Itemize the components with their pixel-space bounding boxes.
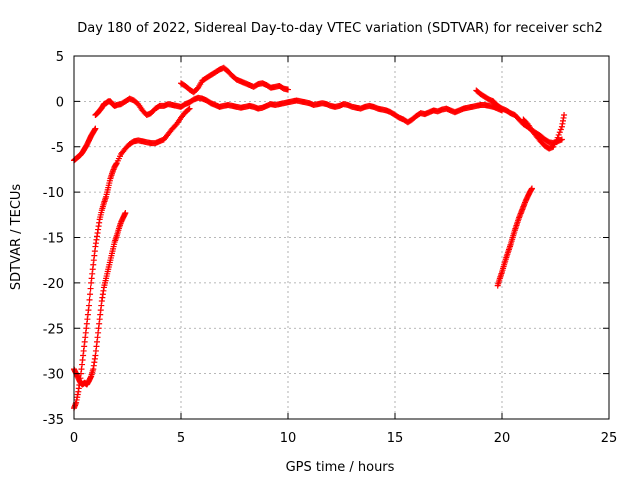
data-point-arc-2 xyxy=(86,296,93,303)
x-tick-label: 0 xyxy=(70,431,78,446)
grid xyxy=(74,56,609,419)
x-axis-label: GPS time / hours xyxy=(286,460,395,475)
data-point-arc-5 xyxy=(285,86,291,93)
data-point-arc-8 xyxy=(528,185,535,192)
x-tick-label: 10 xyxy=(280,431,297,446)
y-tick-label: -5 xyxy=(51,141,64,156)
y-tick-label: -20 xyxy=(43,277,64,292)
x-tick-label: 20 xyxy=(494,431,511,446)
chart-title: Day 180 of 2022, Sidereal Day-to-day VTE… xyxy=(77,21,603,36)
y-tick-label: -35 xyxy=(43,413,64,428)
data-point-arc-2 xyxy=(87,291,94,298)
data-point-arc-1 xyxy=(92,125,99,132)
data-point-arc-2 xyxy=(185,106,192,113)
y-axis-label: SDTVAR / TECUs xyxy=(9,184,24,291)
axis-ticks: 5 0 -5 -10 -15 -20 -25 -30 -35 0 5 10 15 20 25 xyxy=(43,50,618,446)
data-point-arc-7 xyxy=(557,126,564,133)
data-point-arc-2 xyxy=(186,105,193,112)
data-point-arc-2 xyxy=(85,302,92,309)
data-point-arc-7 xyxy=(561,111,568,118)
y-tick-label: -15 xyxy=(43,232,64,247)
y-tick-label: -30 xyxy=(43,368,64,383)
data-point-arc-7 xyxy=(554,134,561,141)
data-points xyxy=(71,64,568,412)
data-point-arc-3 xyxy=(122,209,129,216)
y-tick-label: -25 xyxy=(43,322,64,337)
y-tick-label: 0 xyxy=(56,95,64,110)
data-point-arc-2 xyxy=(87,285,94,292)
y-tick-label: 5 xyxy=(56,50,64,65)
data-point-arc-6 xyxy=(558,136,565,143)
x-tick-label: 5 xyxy=(177,431,185,446)
data-point-arc-7 xyxy=(555,131,562,138)
x-tick-label: 25 xyxy=(601,431,618,446)
data-point-arc-7 xyxy=(556,129,563,136)
y-tick-label: -10 xyxy=(43,186,64,201)
x-tick-label: 15 xyxy=(387,431,404,446)
